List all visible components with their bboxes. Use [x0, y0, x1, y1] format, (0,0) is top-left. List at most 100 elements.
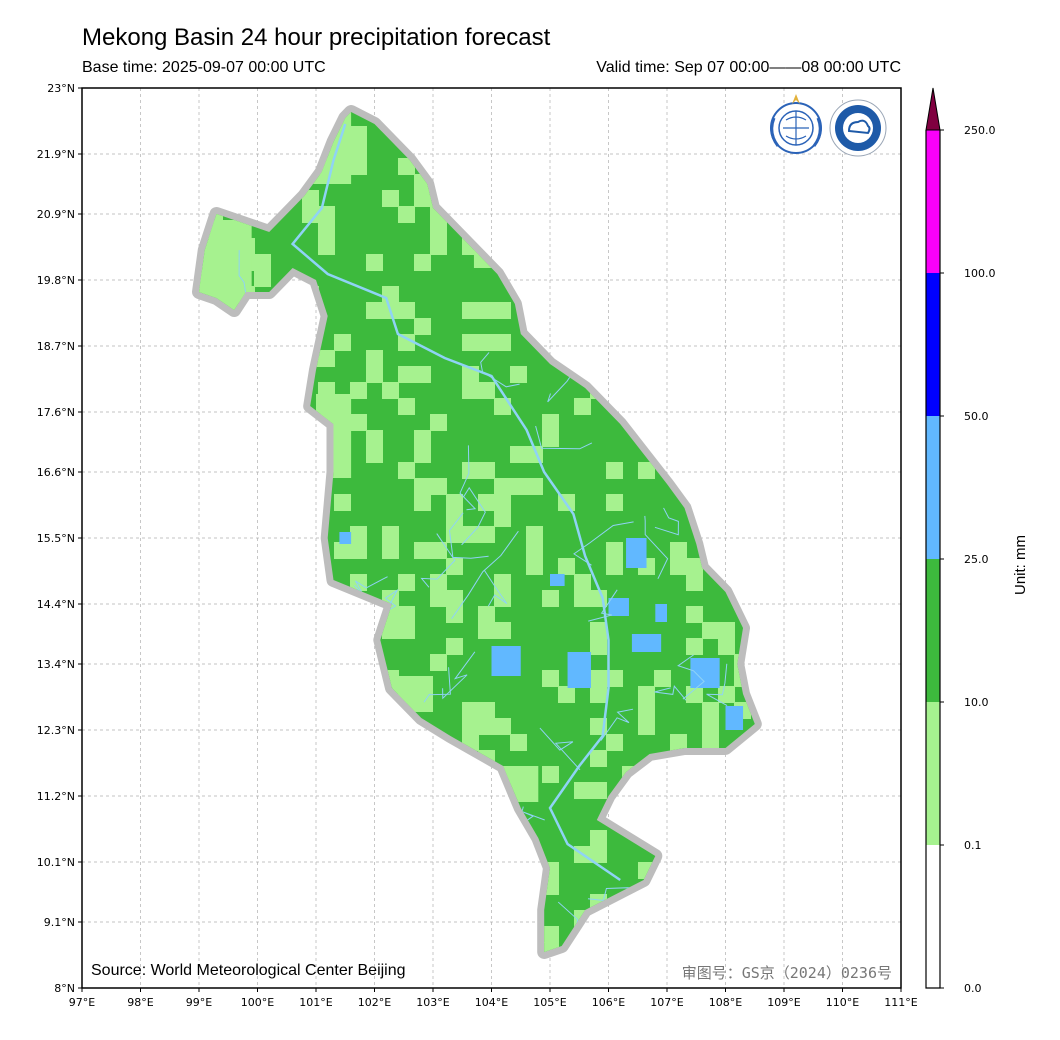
light-rain-cell — [606, 542, 623, 559]
light-rain-cell — [350, 686, 367, 703]
light-rain-cell — [734, 430, 751, 447]
light-rain-cell — [558, 254, 575, 271]
light-rain-cell — [199, 894, 207, 911]
light-rain-cell — [238, 112, 255, 127]
light-rain-cell — [478, 334, 495, 351]
light-rain-cell — [430, 862, 447, 879]
light-rain-cell — [302, 750, 319, 767]
light-rain-cell — [286, 878, 303, 895]
light-rain-cell — [574, 318, 591, 335]
light-rain-cell — [199, 174, 207, 191]
light-rain-cell — [302, 206, 319, 223]
light-rain-cell — [199, 302, 207, 319]
lat-tick-label: 20.9°N — [37, 208, 75, 221]
tributary — [350, 721, 381, 796]
tributary — [593, 163, 643, 201]
light-rain-cell — [206, 862, 223, 879]
light-rain-cell — [574, 398, 591, 415]
light-rain-cell — [718, 478, 735, 495]
light-rain-cell — [558, 558, 575, 575]
light-rain-cell — [462, 462, 479, 479]
light-rain-cell — [366, 302, 383, 319]
light-rain-cell — [638, 910, 655, 927]
tributary — [483, 569, 508, 607]
light-rain-cell — [686, 238, 703, 255]
light-rain-cell — [622, 112, 639, 127]
light-rain-cell — [254, 654, 271, 671]
light-rain-cell — [199, 590, 207, 607]
tributary — [437, 799, 454, 851]
light-rain-cell — [750, 606, 755, 623]
light-rain-cell — [206, 510, 223, 527]
tributary — [324, 899, 357, 952]
light-rain-cell — [734, 814, 751, 831]
light-rain-cell — [766, 270, 783, 287]
light-rain-cell — [398, 574, 415, 591]
light-rain-cell — [510, 366, 527, 383]
lat-tick-label: 17.6°N — [37, 406, 75, 419]
light-rain-cell — [270, 670, 287, 687]
heavy-rain-cell — [608, 598, 629, 616]
light-rain-cell — [398, 334, 415, 351]
tributary — [451, 530, 519, 619]
light-rain-cell — [398, 830, 415, 847]
tributary — [448, 165, 483, 186]
light-rain-cell — [766, 478, 783, 495]
light-rain-cell — [462, 702, 479, 719]
light-rain-cell — [382, 894, 399, 911]
light-rain-cell — [542, 590, 559, 607]
light-rain-cell — [398, 302, 415, 319]
light-rain-cell — [494, 126, 511, 143]
tributary — [391, 891, 437, 925]
light-rain-cell — [734, 414, 751, 431]
heavy-rain-patches — [339, 532, 744, 730]
light-rain-cell — [542, 670, 559, 687]
light-rain-cell — [382, 622, 399, 639]
light-rain-cell — [590, 686, 607, 703]
light-rain-cell — [478, 190, 495, 207]
light-rain-cell — [238, 798, 255, 815]
light-rain-cell — [542, 270, 559, 287]
light-rain-cell — [734, 782, 751, 799]
lon-tick-label: 99°E — [186, 996, 212, 1009]
light-rain-cell — [686, 638, 703, 655]
light-rain-cell — [590, 782, 607, 799]
lon-tick-label: 107°E — [650, 996, 683, 1009]
tributary — [220, 688, 263, 711]
light-rain-cell — [766, 926, 783, 943]
light-rain-cell — [750, 366, 755, 383]
light-rain-cell — [366, 350, 383, 367]
tributary — [370, 866, 414, 885]
light-rain-cell — [286, 686, 303, 703]
source-label: Source: World Meteorological Center Beij… — [91, 962, 406, 979]
light-rain-cell — [430, 414, 447, 431]
tributary — [222, 400, 249, 437]
colorbar-tick-label: 10.0 — [964, 696, 989, 709]
light-rain-cell — [670, 734, 687, 751]
light-rain-cell — [686, 782, 703, 799]
tributary — [535, 425, 593, 450]
light-rain-cell — [574, 158, 591, 175]
light-rain-cell — [686, 112, 703, 127]
light-rain-cell — [686, 862, 703, 879]
light-rain-cell — [270, 510, 287, 527]
light-rain-cell — [414, 830, 431, 847]
light-rain-cell — [318, 702, 335, 719]
light-rain-cell — [718, 254, 735, 271]
light-rain-cell — [254, 254, 271, 271]
tributary — [319, 696, 346, 740]
tributary — [565, 294, 583, 303]
tributary — [329, 713, 359, 754]
tributary — [600, 708, 634, 741]
light-rain-cell — [734, 350, 751, 367]
light-rain-cell — [750, 238, 755, 255]
light-rain-cell — [430, 112, 447, 127]
light-rain-cell — [766, 318, 783, 335]
tributary — [588, 589, 618, 622]
light-rain-cell — [590, 638, 607, 655]
light-rain-cell — [270, 558, 287, 575]
colorbar-bin — [926, 702, 940, 845]
light-rain-cell — [478, 494, 495, 511]
light-rain-cell — [590, 958, 607, 975]
light-rain-cell — [686, 910, 703, 927]
